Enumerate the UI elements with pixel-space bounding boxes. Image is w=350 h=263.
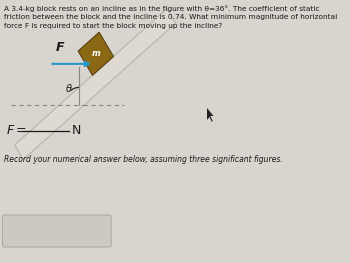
Text: force F is required to start the block moving up the incline?: force F is required to start the block m… — [4, 23, 222, 29]
Polygon shape — [207, 108, 214, 122]
FancyBboxPatch shape — [2, 215, 111, 247]
Text: m: m — [91, 49, 100, 58]
Text: θ: θ — [66, 84, 72, 94]
Polygon shape — [78, 32, 113, 75]
Text: $F=$: $F=$ — [7, 124, 27, 136]
Text: friction between the block and the incline is 0.74. What minimum magnitude of ho: friction between the block and the incli… — [4, 14, 337, 20]
Text: Record your numerical answer below, assuming three significant figures.: Record your numerical answer below, assu… — [4, 155, 283, 164]
Polygon shape — [15, 9, 176, 160]
Text: N: N — [72, 124, 82, 136]
Text: A 3.4-kg block rests on an incline as in the figure with θ=36°. The coefficient : A 3.4-kg block rests on an incline as in… — [4, 5, 320, 12]
Text: F: F — [56, 41, 64, 54]
